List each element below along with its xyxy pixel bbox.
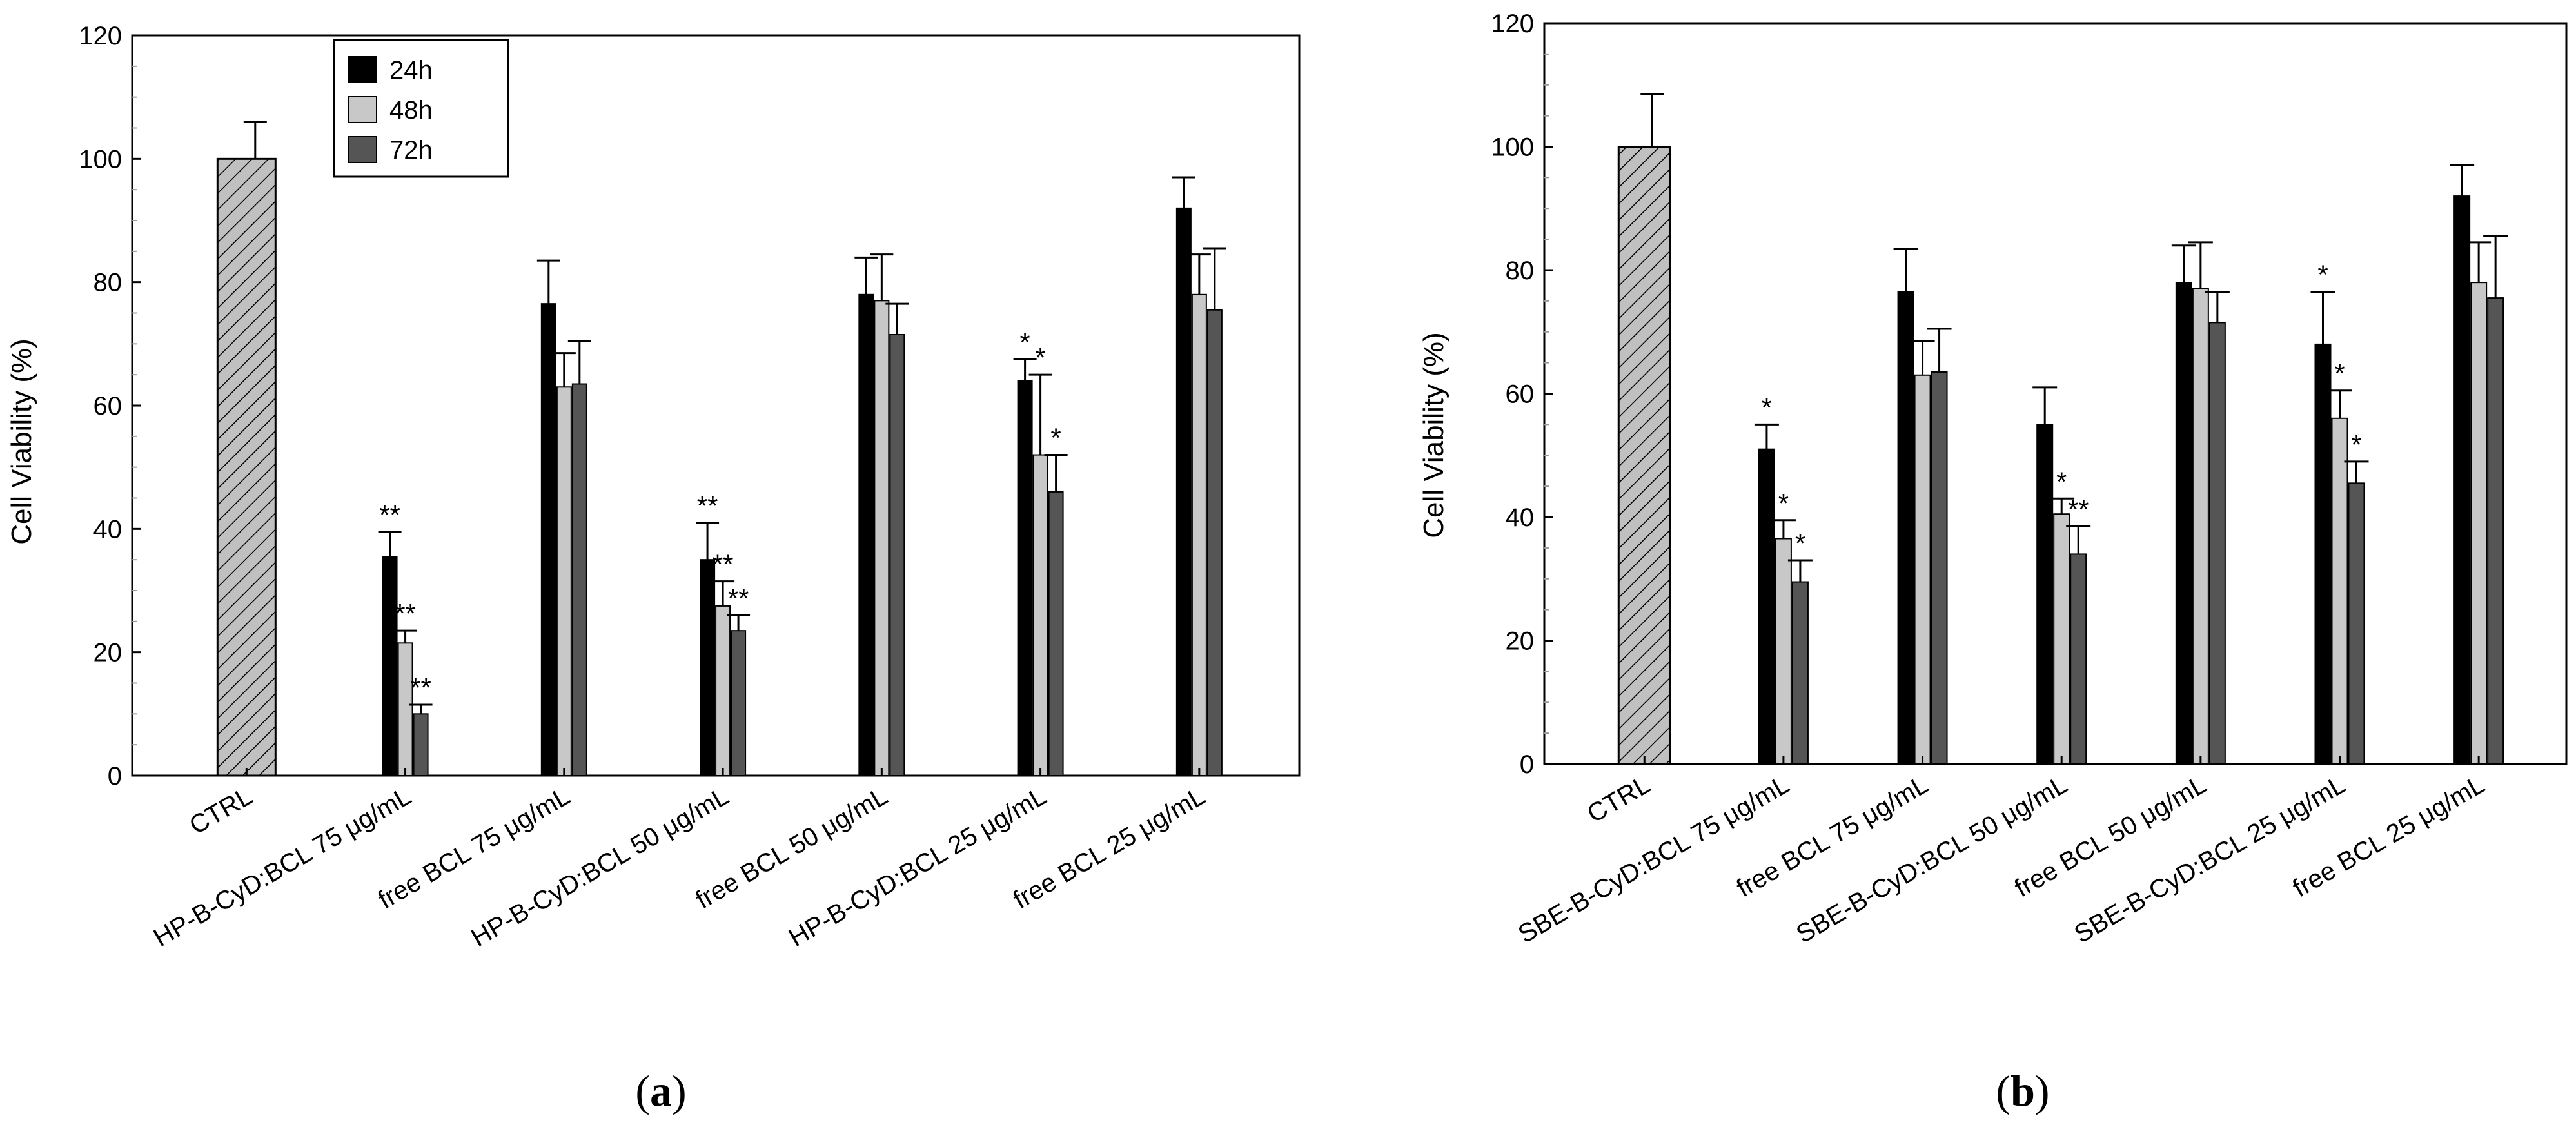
legend-label-48h: 48h: [389, 96, 433, 124]
legend-swatch-24h: [348, 56, 377, 83]
bar-24h: [2453, 195, 2471, 765]
bar-24h: [2314, 343, 2332, 765]
significance-marker: **: [2068, 494, 2089, 524]
legend-swatch-72h: [348, 136, 377, 163]
bar-24h: [1897, 291, 1914, 765]
x-tick-label: SBE-B-CyD:BCL 50 μg/mL: [1791, 770, 2072, 949]
bar-24h: [858, 293, 874, 776]
bar-24h: [1758, 448, 1775, 765]
bar-48h: [556, 386, 572, 776]
significance-marker: *: [1762, 392, 1772, 422]
x-tick-label: HP-B-CyD:BCL 75 μg/mL: [149, 782, 416, 953]
bar-48h: [2331, 417, 2348, 765]
significance-marker: **: [379, 500, 400, 530]
bar-72h: [1048, 491, 1064, 777]
y-tick-label: 120: [79, 22, 122, 50]
bar-24h: [2036, 424, 2054, 765]
legend: 24h 48h 72h: [333, 39, 509, 178]
y-tick-label: 100: [79, 145, 122, 173]
significance-marker: **: [728, 583, 749, 613]
significance-marker: **: [697, 491, 718, 521]
y-tick-label: 80: [93, 269, 123, 297]
y-tick-label: 60: [1506, 380, 1535, 409]
bar-24h: [540, 303, 556, 776]
significance-marker: *: [1778, 488, 1789, 518]
bar-48h: [2053, 513, 2070, 765]
x-tick-label: SBE-B-CyD:BCL 25 μg/mL: [2070, 770, 2350, 949]
bar-24h: [382, 556, 398, 777]
y-tick-label: 40: [93, 515, 123, 544]
legend-swatch-48h: [348, 96, 377, 123]
significance-marker: **: [410, 672, 431, 703]
bar-72h: [731, 630, 747, 777]
significance-marker: *: [1035, 342, 1045, 373]
panel-label-a: (a): [635, 1066, 686, 1115]
y-tick-label: 0: [1520, 750, 1534, 779]
bar-72h: [2208, 322, 2226, 765]
bar-72h: [1206, 309, 1223, 776]
significance-marker: *: [2317, 260, 2328, 290]
bar-48h: [1191, 293, 1207, 776]
bar-48h: [715, 605, 731, 777]
significance-marker: *: [2351, 429, 2361, 460]
significance-marker: *: [1050, 423, 1061, 453]
significance-marker: *: [1795, 528, 1805, 558]
bar-ctrl: [1617, 146, 1671, 765]
bar-48h: [1914, 374, 1931, 765]
y-tick-label: 80: [1506, 257, 1535, 285]
bar-72h: [889, 333, 905, 776]
bar-48h: [1775, 538, 1792, 765]
bar-72h: [1791, 581, 1809, 765]
y-tick-label: 100: [1491, 133, 1534, 162]
y-axis-label: Cell Viability (%): [6, 338, 37, 545]
significance-marker: **: [713, 549, 734, 580]
y-tick-label: 120: [1491, 10, 1534, 38]
legend-label-24h: 24h: [389, 56, 433, 84]
y-tick-label: 0: [108, 762, 122, 790]
bar-72h: [571, 383, 587, 776]
x-tick-label: HP-B-CyD:BCL 50 μg/mL: [466, 782, 733, 953]
bar-48h: [1032, 454, 1048, 776]
y-tick-label: 20: [1506, 627, 1535, 656]
x-tick-label: HP-B-CyD:BCL 25 μg/mL: [784, 782, 1051, 953]
y-axis-label: Cell Viability (%): [1418, 332, 1450, 538]
bar-ctrl: [216, 157, 277, 777]
legend-label-72h: 72h: [389, 136, 433, 164]
bar-24h: [700, 559, 716, 777]
bar-72h: [2487, 297, 2504, 765]
significance-marker: *: [2334, 358, 2345, 389]
x-tick-label: CTRL: [184, 782, 257, 840]
significance-marker: *: [1019, 327, 1030, 357]
bar-72h: [1931, 371, 1948, 765]
significance-marker: **: [395, 598, 416, 629]
bar-48h: [2470, 282, 2488, 765]
y-tick-label: 20: [93, 639, 123, 667]
bar-24h: [1175, 207, 1192, 777]
bar-72h: [413, 713, 429, 777]
bar-48h: [397, 642, 413, 776]
bar-48h: [2192, 288, 2209, 765]
x-tick-label: CTRL: [1582, 770, 1655, 828]
x-tick-label: SBE-B-CyD:BCL 75 μg/mL: [1513, 770, 1794, 949]
bar-48h: [874, 300, 890, 777]
bar-72h: [2348, 482, 2365, 765]
significance-marker: *: [2056, 466, 2067, 496]
y-tick-label: 60: [93, 392, 123, 420]
bar-72h: [2070, 553, 2087, 765]
panel-label-b: (b): [1996, 1066, 2049, 1115]
bar-24h: [2175, 282, 2192, 765]
bar-24h: [1017, 380, 1033, 776]
y-tick-label: 40: [1506, 504, 1535, 532]
